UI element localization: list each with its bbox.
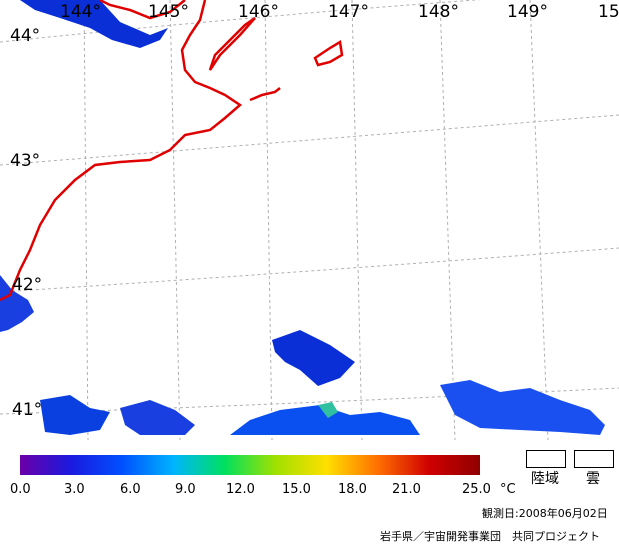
land-legend-label: 陸域 bbox=[531, 471, 559, 487]
colorbar-tick: 12.0 bbox=[226, 482, 255, 497]
longitude-label-147: 147° bbox=[328, 2, 369, 22]
longitude-label-150: 15 bbox=[598, 2, 619, 22]
sst-patch-bottom-right bbox=[440, 380, 605, 435]
cloud-legend-label: 雲 bbox=[586, 471, 600, 487]
colorbar-tick: 21.0 bbox=[392, 482, 421, 497]
colorbar-tick: 3.0 bbox=[64, 482, 85, 497]
longitude-label-144: 144° bbox=[60, 2, 101, 22]
colorbar-tick: 0.0 bbox=[10, 482, 31, 497]
sst-patch-warm bbox=[318, 402, 338, 418]
colorbar-tick: 9.0 bbox=[175, 482, 196, 497]
sst-patch-mid bbox=[272, 330, 355, 386]
observation-date: 観測日:2008年06月02日 bbox=[482, 507, 608, 520]
cloud-legend-swatch bbox=[574, 450, 614, 468]
land-legend-swatch bbox=[526, 450, 566, 468]
sst-patch-left-coast bbox=[0, 275, 34, 332]
credit-text: 岩手県／宇宙開発事業団 共同プロジェクト bbox=[380, 530, 600, 543]
latitude-label-44: 44° bbox=[10, 26, 41, 46]
sea-surface-temperature-map bbox=[0, 0, 619, 440]
coastline bbox=[0, 0, 344, 302]
sst-data-patches bbox=[0, 0, 605, 435]
longitude-label-148: 148° bbox=[418, 2, 459, 22]
latitude-label-42: 42° bbox=[12, 275, 43, 295]
sst-patch-bottom-left bbox=[40, 395, 110, 435]
latitude-label-43: 43° bbox=[10, 151, 41, 171]
colorbar-unit: °C bbox=[500, 482, 516, 497]
longitude-label-145: 145° bbox=[148, 2, 189, 22]
latitude-label-41: 41° bbox=[12, 400, 43, 420]
temperature-color-scale bbox=[20, 455, 480, 475]
longitude-label-149: 149° bbox=[507, 2, 548, 22]
longitude-label-146: 146° bbox=[238, 2, 279, 22]
colorbar-tick: 6.0 bbox=[120, 482, 141, 497]
sst-patch-bottom-center bbox=[120, 400, 195, 435]
colorbar-tick: 25.0 bbox=[462, 482, 491, 497]
sst-patch-bottom-band bbox=[230, 405, 420, 435]
colorbar-tick: 18.0 bbox=[338, 482, 367, 497]
sst-patch-top-left bbox=[20, 0, 168, 48]
colorbar-tick: 15.0 bbox=[282, 482, 311, 497]
